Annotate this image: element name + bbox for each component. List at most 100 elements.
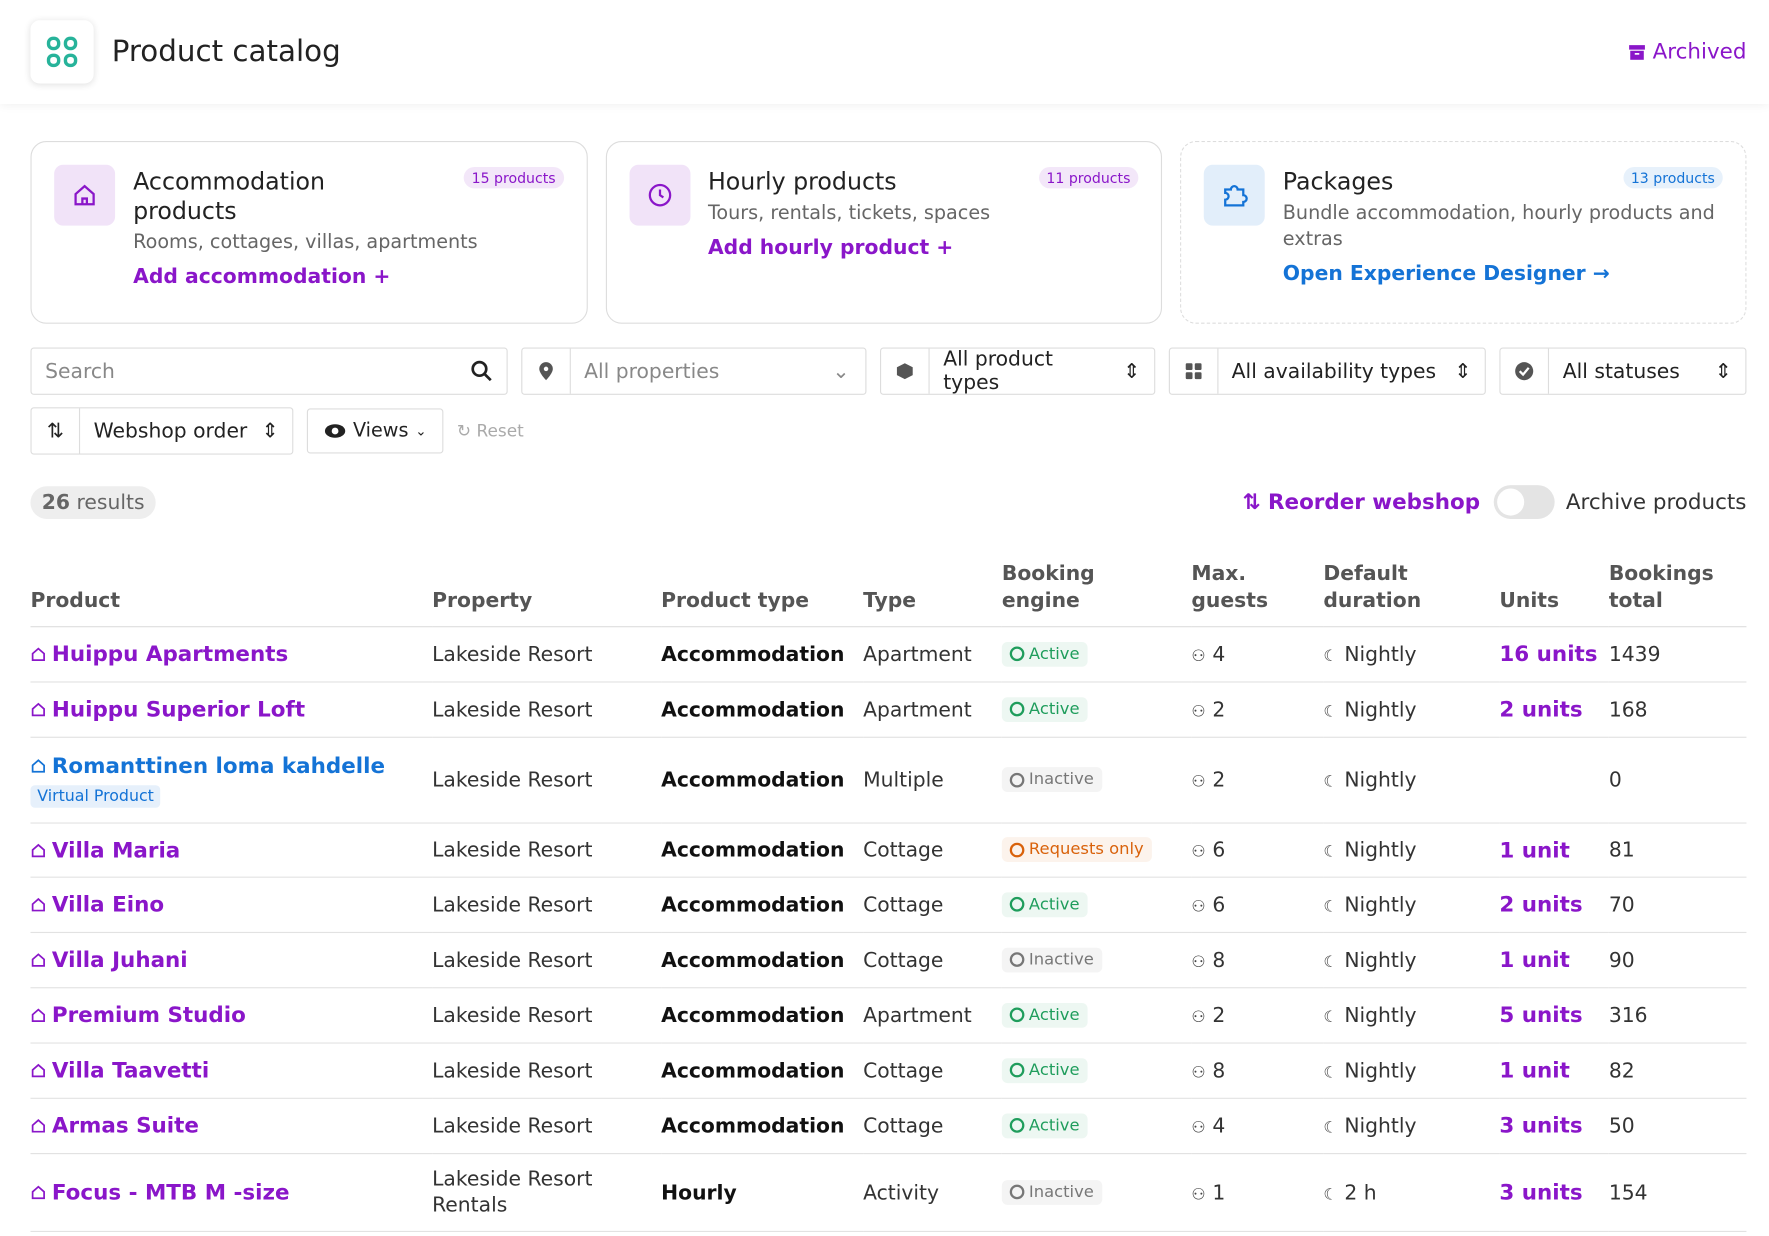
property-cell: Lakeside Resort (432, 737, 662, 824)
product-cell: Premium Studio (30, 987, 433, 1044)
card-action[interactable]: Add accommodation + (133, 265, 391, 289)
units-value[interactable]: 1 unit (1499, 947, 1570, 973)
product-type-filter[interactable]: All product types ⇕ (880, 347, 1155, 395)
duration-cell: ☾ Nightly (1323, 1043, 1500, 1099)
product-type-cell: Accommodation (661, 932, 864, 989)
status-cell: Active (1001, 1098, 1192, 1155)
type-cell: Cottage (863, 932, 1002, 989)
card-action[interactable]: Add hourly product + (707, 235, 954, 260)
property-cell: Lakeside Resort Rentals (432, 1153, 662, 1232)
guests-value: 6 (1212, 838, 1226, 862)
units-cell (1499, 737, 1609, 824)
units-value[interactable]: 2 units (1499, 892, 1583, 918)
product-name[interactable]: Armas Suite (51, 1113, 199, 1139)
card-title: Packages (1282, 168, 1394, 196)
status-icon (1009, 1118, 1025, 1133)
product-name[interactable]: Focus - MTB M -size (51, 1180, 290, 1205)
units-value[interactable]: 3 units (1499, 1180, 1583, 1205)
sort-select[interactable]: ⇅ Webshop order ⇕ (30, 407, 294, 455)
results-number: 26 (41, 490, 71, 514)
availability-filter[interactable]: All availability types ⇕ (1168, 347, 1487, 395)
status-cell: Active (1001, 877, 1192, 934)
status-filter[interactable]: All statuses ⇕ (1499, 347, 1747, 395)
views-button[interactable]: Views ⌄ (306, 408, 444, 454)
guests-value: 2 (1212, 1003, 1226, 1028)
duration-icon: ☾ (1323, 647, 1338, 666)
duration-icon: ☾ (1323, 772, 1338, 791)
guests-value: 2 (1212, 697, 1226, 722)
product-type-cell: Accommodation (661, 1043, 864, 1099)
units-value[interactable]: 3 units (1499, 1113, 1583, 1139)
reorder-link[interactable]: ⇅ Reorder webshop (1242, 489, 1481, 515)
status-cell: Active (1001, 1043, 1192, 1099)
column-header: Product type (661, 560, 864, 628)
card-body: Hourly products Tours, rentals, tickets, … (708, 165, 990, 300)
guests-value: 6 (1212, 892, 1226, 917)
units-value[interactable]: 16 units (1499, 641, 1598, 667)
product-name-line: Villa Juhani (30, 948, 432, 973)
product-row: Villa Maria Lakeside Resort Accommodation C… (30, 823, 1747, 878)
product-card: Accommodation products Rooms, cottages, v… (30, 141, 588, 324)
status-filter-text: All statuses (1562, 359, 1680, 384)
status-cell: Active (1001, 987, 1192, 1044)
product-cell: Huippu Apartments (30, 626, 433, 683)
product-name[interactable]: Villa Taavetti (51, 1058, 210, 1084)
product-name[interactable]: Premium Studio (51, 1002, 246, 1028)
status-icon (1009, 842, 1025, 858)
product-name[interactable]: Huippu Superior Loft (51, 697, 306, 723)
product-cell: Huippu Superior Loft (30, 681, 433, 738)
product-type-cell: Hourly (661, 1153, 864, 1232)
units-value[interactable]: 1 unit (1499, 837, 1570, 863)
product-cell: Focus - MTB M -size (30, 1153, 433, 1232)
property-filter-text: All properties (584, 359, 720, 384)
product-cell: Villa Maria (30, 823, 433, 878)
product-name-line: Premium Studio (30, 1003, 432, 1028)
search-box[interactable]: Search (30, 347, 508, 395)
status-text: Active (1028, 1061, 1080, 1080)
product-name[interactable]: Villa Juhani (51, 947, 188, 973)
product-icon (30, 952, 46, 968)
guests-cell: ⚇ 2 (1191, 737, 1324, 824)
status-cell: Requests only (1001, 823, 1192, 878)
status-cell: Inactive (1001, 932, 1192, 989)
card-action[interactable]: Open Experience Designer → (1282, 261, 1610, 286)
status-badge: Active (1001, 1057, 1088, 1083)
reset-button[interactable]: ↻ Reset (456, 420, 524, 442)
property-filter[interactable]: All properties ⌄ (520, 347, 867, 395)
guests-value: 8 (1212, 948, 1226, 972)
archived-link[interactable]: Archived (1628, 39, 1746, 64)
product-icon (30, 842, 46, 858)
units-cell: 1 unit (1499, 932, 1609, 989)
product-name[interactable]: Villa Eino (51, 892, 165, 918)
duration-icon: ☾ (1323, 1118, 1338, 1137)
status-badge: Active (1001, 892, 1088, 917)
guests-cell: ⚇ 2 (1191, 681, 1324, 738)
guests-value: 4 (1212, 642, 1226, 667)
card-icon (54, 164, 116, 226)
units-value[interactable]: 2 units (1499, 697, 1583, 723)
guests-value: 4 (1212, 1114, 1226, 1138)
type-cell: Cottage (863, 823, 1002, 878)
product-cell: Armas Suite (30, 1098, 433, 1155)
duration-value: Nightly (1344, 768, 1417, 792)
archive-toggle[interactable] (1493, 485, 1555, 519)
property-cell: Lakeside Resort (432, 1098, 662, 1155)
product-name[interactable]: Villa Maria (51, 837, 181, 863)
status-cell: Inactive (1001, 737, 1192, 824)
status-text: Active (1028, 1116, 1080, 1135)
units-value[interactable]: 1 unit (1499, 1058, 1570, 1084)
duration-cell: ☾ Nightly (1323, 877, 1500, 934)
product-card: Packages Bundle accommodation, hourly pro… (1180, 141, 1747, 324)
card-row: Accommodation products Rooms, cottages, v… (0, 104, 1769, 324)
product-name[interactable]: Romanttinen loma kahdelle (51, 753, 385, 778)
duration-icon: ☾ (1323, 952, 1338, 971)
card-icon (1203, 164, 1265, 226)
duration-value: Nightly (1344, 642, 1417, 667)
bookings-cell: 82 (1608, 1043, 1747, 1099)
results-count: 26 results (30, 485, 156, 519)
product-type-cell: Accommodation (661, 877, 864, 934)
units-value[interactable]: 5 units (1499, 1002, 1583, 1028)
column-header: Booking engine (1001, 560, 1192, 628)
card-badge: 11 products (1038, 166, 1139, 189)
product-name[interactable]: Huippu Apartments (51, 641, 289, 667)
